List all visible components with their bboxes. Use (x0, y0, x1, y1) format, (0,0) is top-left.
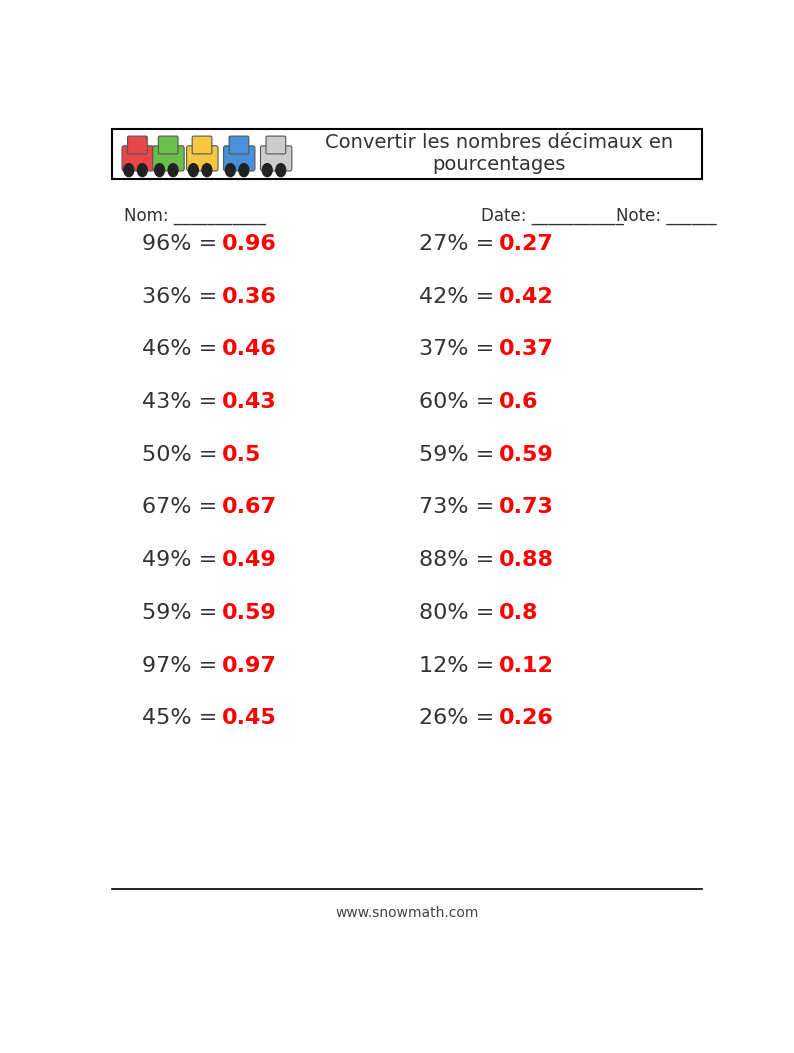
Text: 27% =: 27% = (419, 234, 502, 254)
Text: 0.27: 0.27 (499, 234, 554, 254)
Text: 0.36: 0.36 (222, 286, 277, 306)
Text: 12% =: 12% = (419, 656, 502, 676)
Circle shape (155, 163, 164, 177)
Text: 97% =: 97% = (142, 656, 225, 676)
FancyBboxPatch shape (152, 145, 184, 171)
Circle shape (225, 163, 235, 177)
Text: 46% =: 46% = (142, 339, 225, 359)
Text: Nom: ___________: Nom: ___________ (124, 206, 266, 224)
FancyBboxPatch shape (229, 136, 249, 154)
Text: 0.42: 0.42 (499, 286, 554, 306)
Text: 60% =: 60% = (419, 392, 502, 412)
Text: 0.59: 0.59 (222, 603, 277, 622)
Text: 0.12: 0.12 (499, 656, 554, 676)
Circle shape (168, 163, 178, 177)
Circle shape (188, 163, 198, 177)
Text: 96% =: 96% = (142, 234, 225, 254)
Text: 0.96: 0.96 (222, 234, 277, 254)
Text: 0.45: 0.45 (222, 709, 277, 729)
Text: 42% =: 42% = (419, 286, 502, 306)
Text: 50% =: 50% = (142, 444, 225, 464)
Text: 0.6: 0.6 (499, 392, 538, 412)
FancyBboxPatch shape (128, 136, 147, 154)
Text: 37% =: 37% = (419, 339, 502, 359)
Text: 73% =: 73% = (419, 497, 502, 517)
Circle shape (276, 163, 286, 177)
Text: 0.67: 0.67 (222, 497, 277, 517)
Text: 26% =: 26% = (419, 709, 502, 729)
Circle shape (137, 163, 147, 177)
Text: 0.43: 0.43 (222, 392, 277, 412)
Text: 59% =: 59% = (142, 603, 225, 622)
Text: 88% =: 88% = (419, 550, 502, 570)
Text: 67% =: 67% = (142, 497, 225, 517)
Circle shape (202, 163, 212, 177)
Circle shape (262, 163, 272, 177)
Text: Note: ______: Note: ______ (616, 206, 717, 224)
Text: 0.49: 0.49 (222, 550, 277, 570)
FancyBboxPatch shape (266, 136, 286, 154)
Circle shape (124, 163, 133, 177)
Text: 0.88: 0.88 (499, 550, 554, 570)
Text: 0.5: 0.5 (222, 444, 262, 464)
Text: 0.97: 0.97 (222, 656, 277, 676)
Text: Convertir les nombres décimaux en
pourcentages: Convertir les nombres décimaux en pource… (326, 134, 673, 175)
FancyBboxPatch shape (224, 145, 255, 171)
FancyBboxPatch shape (192, 136, 212, 154)
Text: 80% =: 80% = (419, 603, 502, 622)
Circle shape (239, 163, 249, 177)
Text: 0.46: 0.46 (222, 339, 277, 359)
FancyBboxPatch shape (122, 145, 153, 171)
FancyBboxPatch shape (187, 145, 218, 171)
Text: 36% =: 36% = (142, 286, 225, 306)
Text: www.snowmath.com: www.snowmath.com (335, 906, 479, 920)
FancyBboxPatch shape (260, 145, 292, 171)
Text: 0.26: 0.26 (499, 709, 554, 729)
Text: 0.73: 0.73 (499, 497, 554, 517)
FancyBboxPatch shape (158, 136, 178, 154)
Text: 45% =: 45% = (142, 709, 225, 729)
Text: 43% =: 43% = (142, 392, 225, 412)
Text: 59% =: 59% = (419, 444, 502, 464)
Text: 0.8: 0.8 (499, 603, 538, 622)
Text: 0.59: 0.59 (499, 444, 554, 464)
Text: 49% =: 49% = (142, 550, 225, 570)
FancyBboxPatch shape (111, 128, 702, 179)
Text: 0.37: 0.37 (499, 339, 554, 359)
Text: Date: ___________: Date: ___________ (480, 206, 623, 224)
